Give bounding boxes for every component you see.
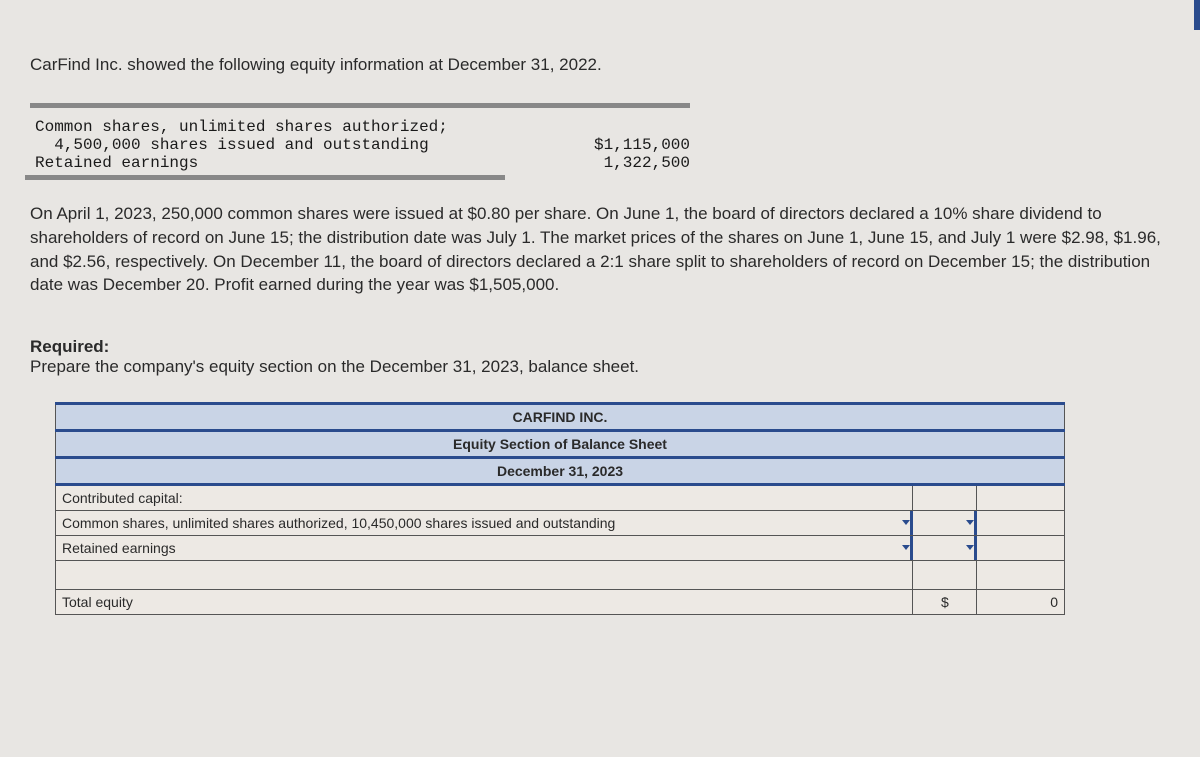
row-retained-earnings[interactable]: Retained earnings — [56, 536, 913, 561]
row-retained-value[interactable] — [977, 536, 1065, 561]
side-tab — [1194, 0, 1200, 30]
row-blank-symbol[interactable] — [913, 561, 977, 590]
sheet-header-title: Equity Section of Balance Sheet — [56, 431, 1065, 458]
required-heading: Required: — [30, 337, 109, 356]
equity-line-1-value — [570, 118, 690, 136]
row-contributed-value[interactable] — [977, 485, 1065, 511]
row-blank-value[interactable] — [977, 561, 1065, 590]
equity-info-block: Common shares, unlimited shares authoriz… — [30, 103, 690, 172]
equity-line-3-value: 1,322,500 — [570, 154, 690, 172]
row-contributed-capital[interactable]: Contributed capital: — [56, 485, 913, 511]
row-retained-symbol[interactable] — [913, 536, 977, 561]
required-text: Prepare the company's equity section on … — [30, 357, 639, 376]
balance-sheet-table: CARFIND INC. Equity Section of Balance S… — [55, 402, 1065, 615]
document-page: CarFind Inc. showed the following equity… — [0, 0, 1200, 645]
equity-line-2-label: 4,500,000 shares issued and outstanding — [35, 136, 429, 154]
row-total-equity[interactable]: Total equity — [56, 590, 913, 615]
row-contributed-symbol[interactable] — [913, 485, 977, 511]
row-blank[interactable] — [56, 561, 913, 590]
body-paragraph: On April 1, 2023, 250,000 common shares … — [30, 202, 1170, 297]
row-common-symbol[interactable] — [913, 511, 977, 536]
sheet-header-date: December 31, 2023 — [56, 458, 1065, 485]
equity-line-2-value: $1,115,000 — [570, 136, 690, 154]
row-common-shares[interactable]: Common shares, unlimited shares authoriz… — [56, 511, 913, 536]
row-total-symbol: $ — [913, 590, 977, 615]
sheet-header-company: CARFIND INC. — [56, 404, 1065, 431]
equity-line-1-label: Common shares, unlimited shares authoriz… — [35, 118, 448, 136]
intro-text: CarFind Inc. showed the following equity… — [30, 55, 1170, 75]
equity-line-3-label: Retained earnings — [35, 154, 198, 172]
row-common-value[interactable] — [977, 511, 1065, 536]
required-block: Required: Prepare the company's equity s… — [30, 337, 1170, 377]
row-total-value: 0 — [977, 590, 1065, 615]
